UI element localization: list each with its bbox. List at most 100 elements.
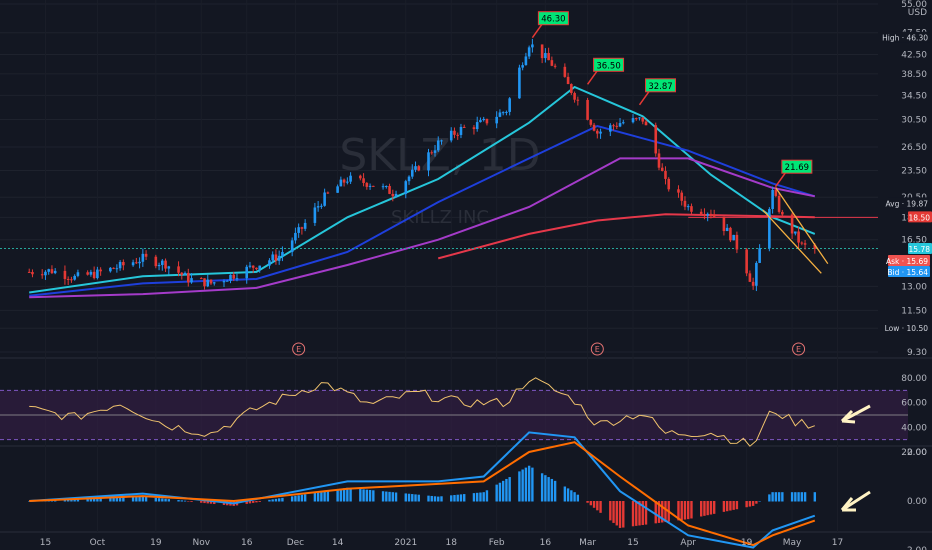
peak-label-pointer: [586, 69, 599, 85]
macd-histogram-bar: [664, 501, 667, 523]
price-label-value: Low · 10.50: [885, 324, 929, 333]
macd-histogram-bar: [164, 498, 167, 502]
peak-label-text: 32.87: [648, 82, 672, 92]
macd-histogram-bar: [677, 501, 680, 521]
candle-body: [683, 200, 687, 207]
macd-histogram-bar: [433, 496, 437, 502]
macd-histogram-bar: [109, 497, 112, 502]
candle-body: [222, 281, 226, 283]
macd-histogram-bar: [661, 501, 664, 523]
macd-histogram-bar: [485, 490, 489, 502]
candle-body: [31, 272, 34, 275]
candle-body: [258, 265, 262, 270]
candle-body: [167, 266, 171, 269]
candle-body: [644, 121, 648, 126]
macd-histogram-bar: [138, 496, 141, 502]
macd-histogram-bar: [440, 496, 443, 502]
macd-histogram-bar: [303, 494, 307, 502]
macd-histogram-bar: [346, 487, 349, 502]
macd-histogram-bar: [501, 480, 505, 502]
macd-histogram-bar: [255, 501, 258, 503]
macd-histogram-bar: [687, 501, 690, 520]
candle-body: [404, 181, 408, 194]
macd-histogram-bar: [407, 493, 411, 502]
candle-body: [631, 118, 635, 123]
macd-histogram-bar: [638, 501, 641, 526]
candle-body: [407, 176, 411, 182]
macd-histogram-bar: [774, 492, 778, 502]
candle-body: [758, 248, 761, 263]
candle-body: [725, 227, 729, 232]
candle-body: [144, 253, 148, 257]
candle-body: [735, 234, 739, 250]
candle-body: [92, 271, 96, 279]
macd-histogram-bar: [725, 501, 729, 512]
candle-body: [320, 205, 323, 207]
macd-histogram-bar: [476, 492, 479, 502]
macd-histogram-bar: [745, 501, 748, 508]
moving-averages: [0, 85, 878, 299]
price-label-value: Ask · 15.69: [886, 257, 928, 266]
macd-histogram-bar: [622, 501, 625, 528]
candle-body: [768, 209, 771, 249]
candle-body: [433, 150, 437, 153]
candle-body: [164, 260, 167, 269]
peak-label-pointer: [638, 90, 651, 106]
candle-body: [660, 167, 664, 171]
candle-body: [544, 53, 547, 59]
rsi-line: [29, 377, 815, 447]
candle-body: [135, 262, 138, 264]
candle-body: [453, 130, 456, 135]
candle-body: [751, 281, 755, 286]
macd-histogram-bar: [531, 467, 534, 502]
time-tick-label: 16: [540, 538, 552, 548]
candle-body: [777, 195, 781, 212]
candle-body: [518, 67, 521, 99]
macd-histogram-bar: [209, 501, 213, 504]
time-tick-label: Dec: [287, 538, 304, 548]
candle-body: [745, 249, 748, 274]
macd-histogram-bar: [404, 493, 407, 502]
time-tick-label: 14: [332, 538, 344, 548]
candle-body: [524, 56, 528, 66]
candle-body: [612, 125, 615, 127]
macd-histogram-bar: [544, 475, 547, 502]
macd-histogram-bar: [495, 484, 498, 502]
macd-histogram-bar: [290, 496, 294, 502]
macd-histogram-bar: [206, 501, 209, 504]
macd-histogram-bar: [735, 501, 739, 510]
macd-histogram-bar: [427, 495, 430, 502]
price-tick-label: 30.50: [901, 115, 927, 125]
time-tick-label: Apr: [680, 538, 696, 548]
earnings-marker-label: E: [796, 345, 801, 354]
candle-body: [53, 270, 57, 274]
candle-body: [281, 252, 284, 256]
candle-body: [359, 175, 362, 179]
macd-histogram-bar: [372, 490, 375, 502]
time-tick-label: 15: [627, 538, 638, 548]
candle-body: [154, 256, 158, 267]
candle-body: [122, 261, 125, 266]
candle-body: [722, 216, 726, 232]
macd-histogram-bar: [589, 501, 593, 506]
macd-histogram-bar: [248, 501, 252, 504]
candle-body: [797, 231, 800, 243]
macd-line: [29, 431, 816, 549]
candle-body: [385, 185, 388, 187]
peak-label: 46.30: [531, 11, 569, 39]
macd-histogram-bar: [203, 501, 206, 504]
candle-body: [339, 179, 343, 187]
candle-body: [495, 116, 498, 124]
price-label-box: [888, 255, 930, 266]
annotations: 46.30 36.50 32.87 21.69 E E E: [292, 11, 829, 356]
price-label-value: High · 46.30: [882, 34, 928, 43]
candle-body: [553, 65, 557, 67]
macd-histogram-bar: [70, 499, 73, 502]
candle-body: [654, 125, 658, 154]
peak-label-pointer: [531, 23, 543, 39]
macd-histogram-bar: [177, 500, 180, 502]
macd-histogram-bar: [680, 501, 683, 520]
candle-body: [40, 274, 44, 276]
macd-histogram-bar: [154, 497, 158, 502]
